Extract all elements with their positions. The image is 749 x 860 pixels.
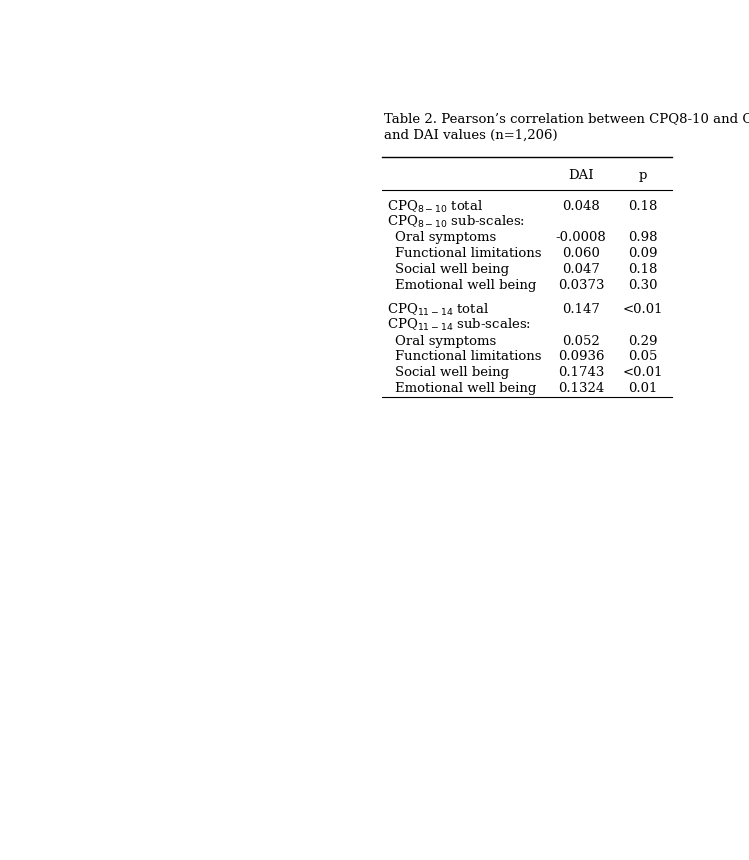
Text: 0.060: 0.060 — [562, 247, 600, 261]
Text: 0.0936: 0.0936 — [558, 350, 604, 363]
Text: Oral symptoms: Oral symptoms — [395, 231, 497, 244]
Text: -0.0008: -0.0008 — [556, 231, 606, 244]
Text: 0.048: 0.048 — [562, 200, 600, 213]
Text: CPQ$_{11-14}$ total: CPQ$_{11-14}$ total — [386, 302, 489, 317]
Text: 0.01: 0.01 — [628, 382, 658, 395]
Text: 0.18: 0.18 — [628, 200, 658, 213]
Text: 0.147: 0.147 — [562, 303, 600, 316]
Text: 0.98: 0.98 — [628, 231, 658, 244]
Text: <0.01: <0.01 — [622, 303, 663, 316]
Text: 0.0373: 0.0373 — [558, 279, 604, 292]
Text: Table 2. Pearson’s correlation between CPQ8-10 and CPQ11-14 scores
and DAI value: Table 2. Pearson’s correlation between C… — [384, 112, 749, 142]
Text: Social well being: Social well being — [395, 263, 509, 276]
Text: Emotional well being: Emotional well being — [395, 382, 537, 395]
Text: 0.09: 0.09 — [628, 247, 658, 261]
Text: p: p — [638, 169, 647, 181]
Text: 0.30: 0.30 — [628, 279, 658, 292]
Text: Social well being: Social well being — [395, 366, 509, 379]
Text: Oral symptoms: Oral symptoms — [395, 335, 497, 347]
Text: CPQ$_{11-14}$ sub-scales:: CPQ$_{11-14}$ sub-scales: — [386, 317, 531, 334]
Text: 0.29: 0.29 — [628, 335, 658, 347]
Text: CPQ$_{8-10}$ total: CPQ$_{8-10}$ total — [386, 199, 483, 214]
Text: Emotional well being: Emotional well being — [395, 279, 537, 292]
Text: CPQ$_{8-10}$ sub-scales:: CPQ$_{8-10}$ sub-scales: — [386, 214, 525, 230]
Text: Functional limitations: Functional limitations — [395, 247, 542, 261]
Text: DAI: DAI — [568, 169, 594, 181]
Text: Functional limitations: Functional limitations — [395, 350, 542, 363]
Text: 0.052: 0.052 — [562, 335, 600, 347]
Text: <0.01: <0.01 — [622, 366, 663, 379]
Text: 0.1743: 0.1743 — [558, 366, 604, 379]
Text: 0.047: 0.047 — [562, 263, 600, 276]
Text: 0.05: 0.05 — [628, 350, 658, 363]
Text: 0.1324: 0.1324 — [558, 382, 604, 395]
Text: 0.18: 0.18 — [628, 263, 658, 276]
